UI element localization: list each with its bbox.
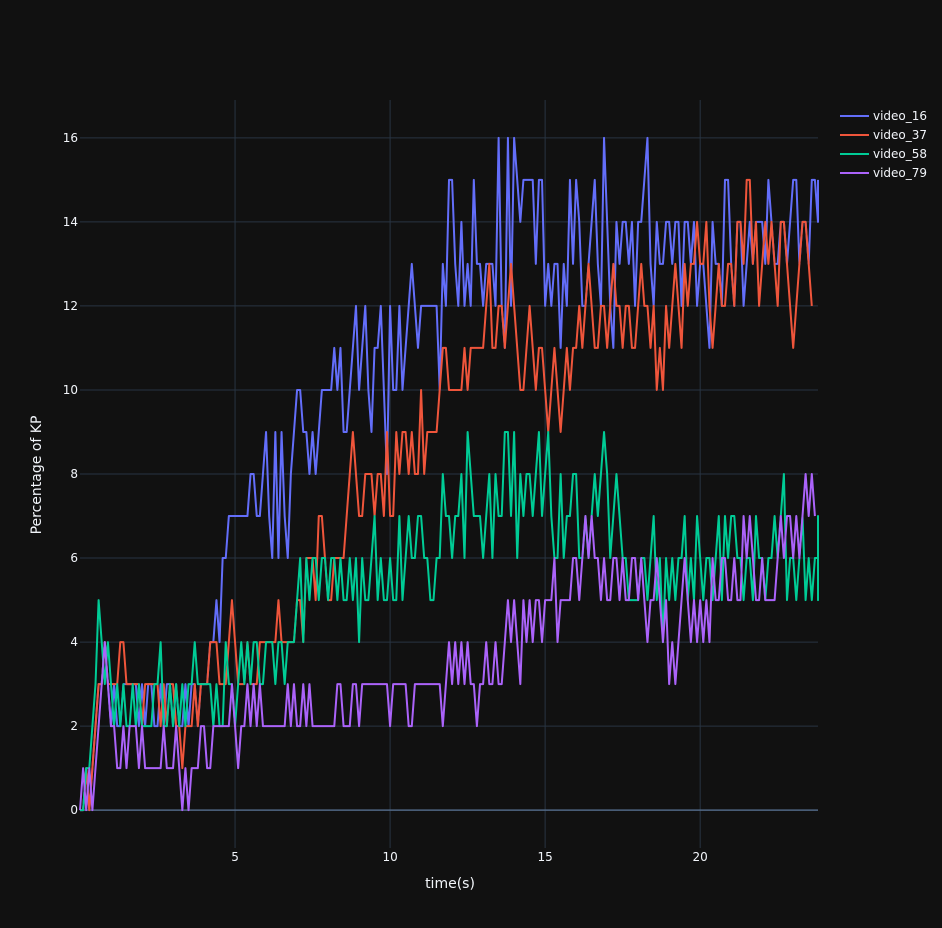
y-tick-label: 14 xyxy=(63,215,78,229)
y-tick-label: 10 xyxy=(63,383,78,397)
y-tick-label: 8 xyxy=(70,467,78,481)
y-tick-label: 4 xyxy=(70,635,78,649)
legend-label: video_37 xyxy=(873,128,927,142)
series-line-video-79 xyxy=(79,473,816,812)
y-tick-label: 16 xyxy=(63,131,78,145)
legend[interactable]: video_16 video_37 video_58 video_79 xyxy=(840,109,927,180)
y-tick-label: 12 xyxy=(63,299,78,313)
x-tick-label: 15 xyxy=(537,850,552,864)
y-tick-label: 6 xyxy=(70,551,78,565)
legend-item-video-58[interactable]: video_58 xyxy=(840,147,927,161)
legend-label: video_58 xyxy=(873,147,927,161)
series-line-video-58 xyxy=(80,430,819,812)
legend-item-video-16[interactable]: video_16 xyxy=(840,109,927,123)
x-tick-label: 10 xyxy=(382,850,397,864)
x-tick-label: 20 xyxy=(693,850,708,864)
series-lines xyxy=(79,136,819,812)
legend-item-video-79[interactable]: video_79 xyxy=(840,166,927,180)
x-axis-title: time(s) xyxy=(425,876,475,892)
y-tick-label: 2 xyxy=(70,719,78,733)
y-tick-label: 0 xyxy=(70,803,78,817)
x-tick-label: 5 xyxy=(231,850,239,864)
legend-label: video_16 xyxy=(873,109,927,123)
legend-label: video_79 xyxy=(873,166,927,180)
legend-item-video-37[interactable]: video_37 xyxy=(840,128,927,142)
y-axis-title: Percentage of KP xyxy=(29,416,45,535)
tick-labels: 5 10 15 20 0 2 4 6 8 10 12 14 16 xyxy=(63,131,708,864)
